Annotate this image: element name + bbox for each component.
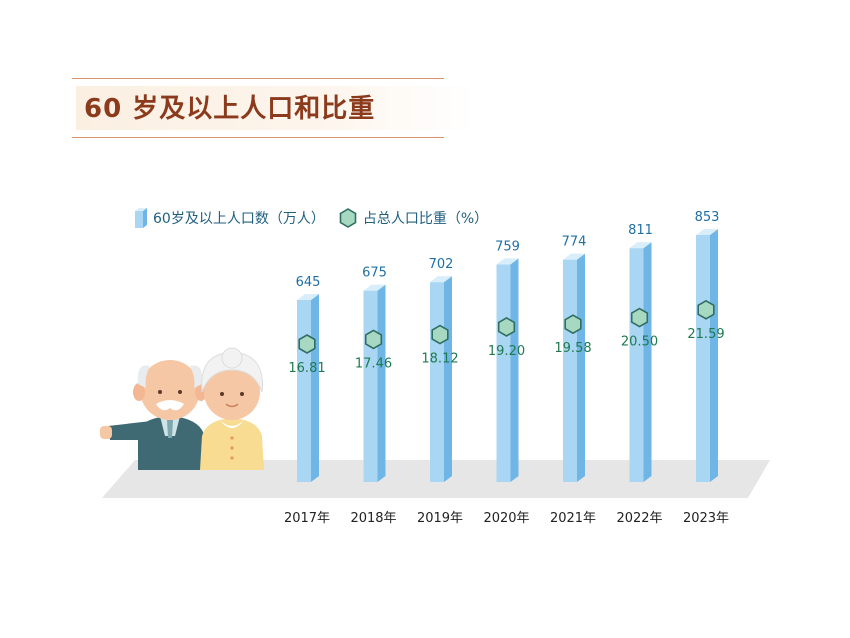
hexagon-swatch-icon bbox=[339, 208, 357, 228]
bar-side-face bbox=[643, 242, 652, 482]
share-value-label: 19.58 bbox=[554, 341, 591, 356]
man-head bbox=[140, 360, 200, 420]
woman-head bbox=[204, 364, 260, 420]
bar-side-face bbox=[710, 228, 718, 482]
bar-front-face bbox=[297, 300, 311, 482]
bar-6 bbox=[629, 242, 652, 482]
share-marker bbox=[630, 307, 649, 328]
man-hand bbox=[100, 426, 112, 439]
share-marker bbox=[697, 299, 715, 320]
share-marker bbox=[497, 316, 516, 337]
bar-4 bbox=[496, 258, 519, 482]
x-tick-label: 2018年 bbox=[350, 511, 396, 526]
bar-side-face bbox=[311, 294, 319, 482]
bar-value-label: 774 bbox=[562, 235, 587, 250]
bar-side-face bbox=[510, 258, 519, 482]
man-ear-left bbox=[133, 383, 145, 401]
x-tick-label: 2019年 bbox=[417, 511, 463, 526]
man-tie bbox=[167, 420, 173, 438]
share-marker bbox=[431, 324, 449, 345]
share-value-label: 19.20 bbox=[488, 344, 525, 359]
legend-item-share: 占总人口比重（%） bbox=[339, 208, 488, 228]
bar-swatch-icon bbox=[135, 208, 147, 228]
bar-side-face bbox=[377, 284, 386, 482]
bar-side-face bbox=[577, 253, 585, 482]
bar-top-face bbox=[363, 284, 386, 291]
man-hair-right bbox=[190, 365, 203, 388]
legend-item-population: 60岁及以上人口数（万人） bbox=[135, 208, 325, 228]
x-tick-label: 2023年 bbox=[683, 511, 729, 526]
legend-label-share: 占总人口比重（%） bbox=[362, 211, 489, 227]
bar-side-face bbox=[444, 276, 452, 482]
x-tick-label: 2022年 bbox=[616, 511, 662, 526]
share-value-label: 17.46 bbox=[355, 356, 392, 371]
share-value-label: 18.12 bbox=[421, 352, 458, 367]
bar-value-label: 702 bbox=[429, 257, 454, 272]
bar-top-face bbox=[297, 294, 319, 300]
man-mustache bbox=[156, 400, 184, 411]
woman-collar bbox=[220, 420, 244, 428]
bar-top-face bbox=[496, 258, 519, 265]
woman-button-1 bbox=[230, 436, 234, 440]
woman-hair bbox=[201, 351, 263, 393]
bar-value-label: 645 bbox=[296, 275, 321, 290]
bar-top-face bbox=[629, 242, 652, 249]
title-band bbox=[76, 86, 476, 130]
markers-layer bbox=[298, 299, 715, 354]
bar-2 bbox=[363, 284, 386, 482]
man-body bbox=[138, 416, 206, 470]
share-value-label: 16.81 bbox=[288, 361, 325, 376]
bar-value-label: 675 bbox=[362, 266, 387, 281]
man-eye-right bbox=[178, 390, 182, 394]
bar-front-face bbox=[696, 234, 710, 482]
bar-value-label: 759 bbox=[495, 239, 520, 254]
bar-front-face bbox=[363, 290, 378, 482]
x-tick-label: 2017年 bbox=[284, 511, 330, 526]
legend-label-population: 60岁及以上人口数（万人） bbox=[153, 211, 325, 227]
bar-top-face bbox=[430, 276, 452, 283]
x-tick-label: 2020年 bbox=[483, 511, 529, 526]
share-value-label: 21.59 bbox=[687, 327, 724, 342]
woman-body bbox=[200, 418, 264, 470]
bar-7 bbox=[696, 228, 718, 482]
title-banner: 60 岁及以上人口和比重 bbox=[72, 78, 476, 138]
man-hair bbox=[137, 365, 150, 388]
legend: 60岁及以上人口数（万人） 占总人口比重（%） bbox=[135, 206, 502, 230]
bar-top-face bbox=[563, 253, 585, 260]
bar-front-face bbox=[430, 282, 444, 482]
bar-5 bbox=[563, 253, 585, 482]
bar-value-label: 853 bbox=[695, 210, 720, 225]
woman-eye-left bbox=[220, 392, 224, 396]
bar-1 bbox=[297, 294, 319, 482]
bar-3 bbox=[430, 276, 452, 482]
bar-top-face bbox=[696, 228, 718, 235]
bar-value-label: 811 bbox=[628, 223, 653, 238]
share-marker bbox=[564, 314, 582, 335]
woman-smile bbox=[225, 403, 239, 408]
share-marker bbox=[364, 329, 383, 350]
chart-title: 60 岁及以上人口和比重 bbox=[84, 94, 376, 124]
woman-button-2 bbox=[230, 446, 234, 450]
share-marker bbox=[298, 334, 316, 354]
share-value-label: 20.50 bbox=[621, 335, 658, 350]
bar-front-face bbox=[629, 248, 644, 482]
man-eye-left bbox=[158, 390, 162, 394]
title-top-rule bbox=[72, 78, 444, 79]
title-bottom-rule bbox=[72, 137, 444, 138]
woman-bun bbox=[221, 347, 243, 369]
bar-front-face bbox=[496, 264, 511, 482]
woman-eye-right bbox=[240, 392, 244, 396]
woman-button-3 bbox=[230, 456, 234, 460]
bar-front-face bbox=[563, 259, 577, 482]
elderly-couple-illustration bbox=[100, 347, 264, 470]
x-tick-label: 2021年 bbox=[550, 511, 596, 526]
labels-layer: 645 16.81 2017年 675 17.46 2018年 702 18.12 2019年 7… bbox=[284, 210, 729, 526]
